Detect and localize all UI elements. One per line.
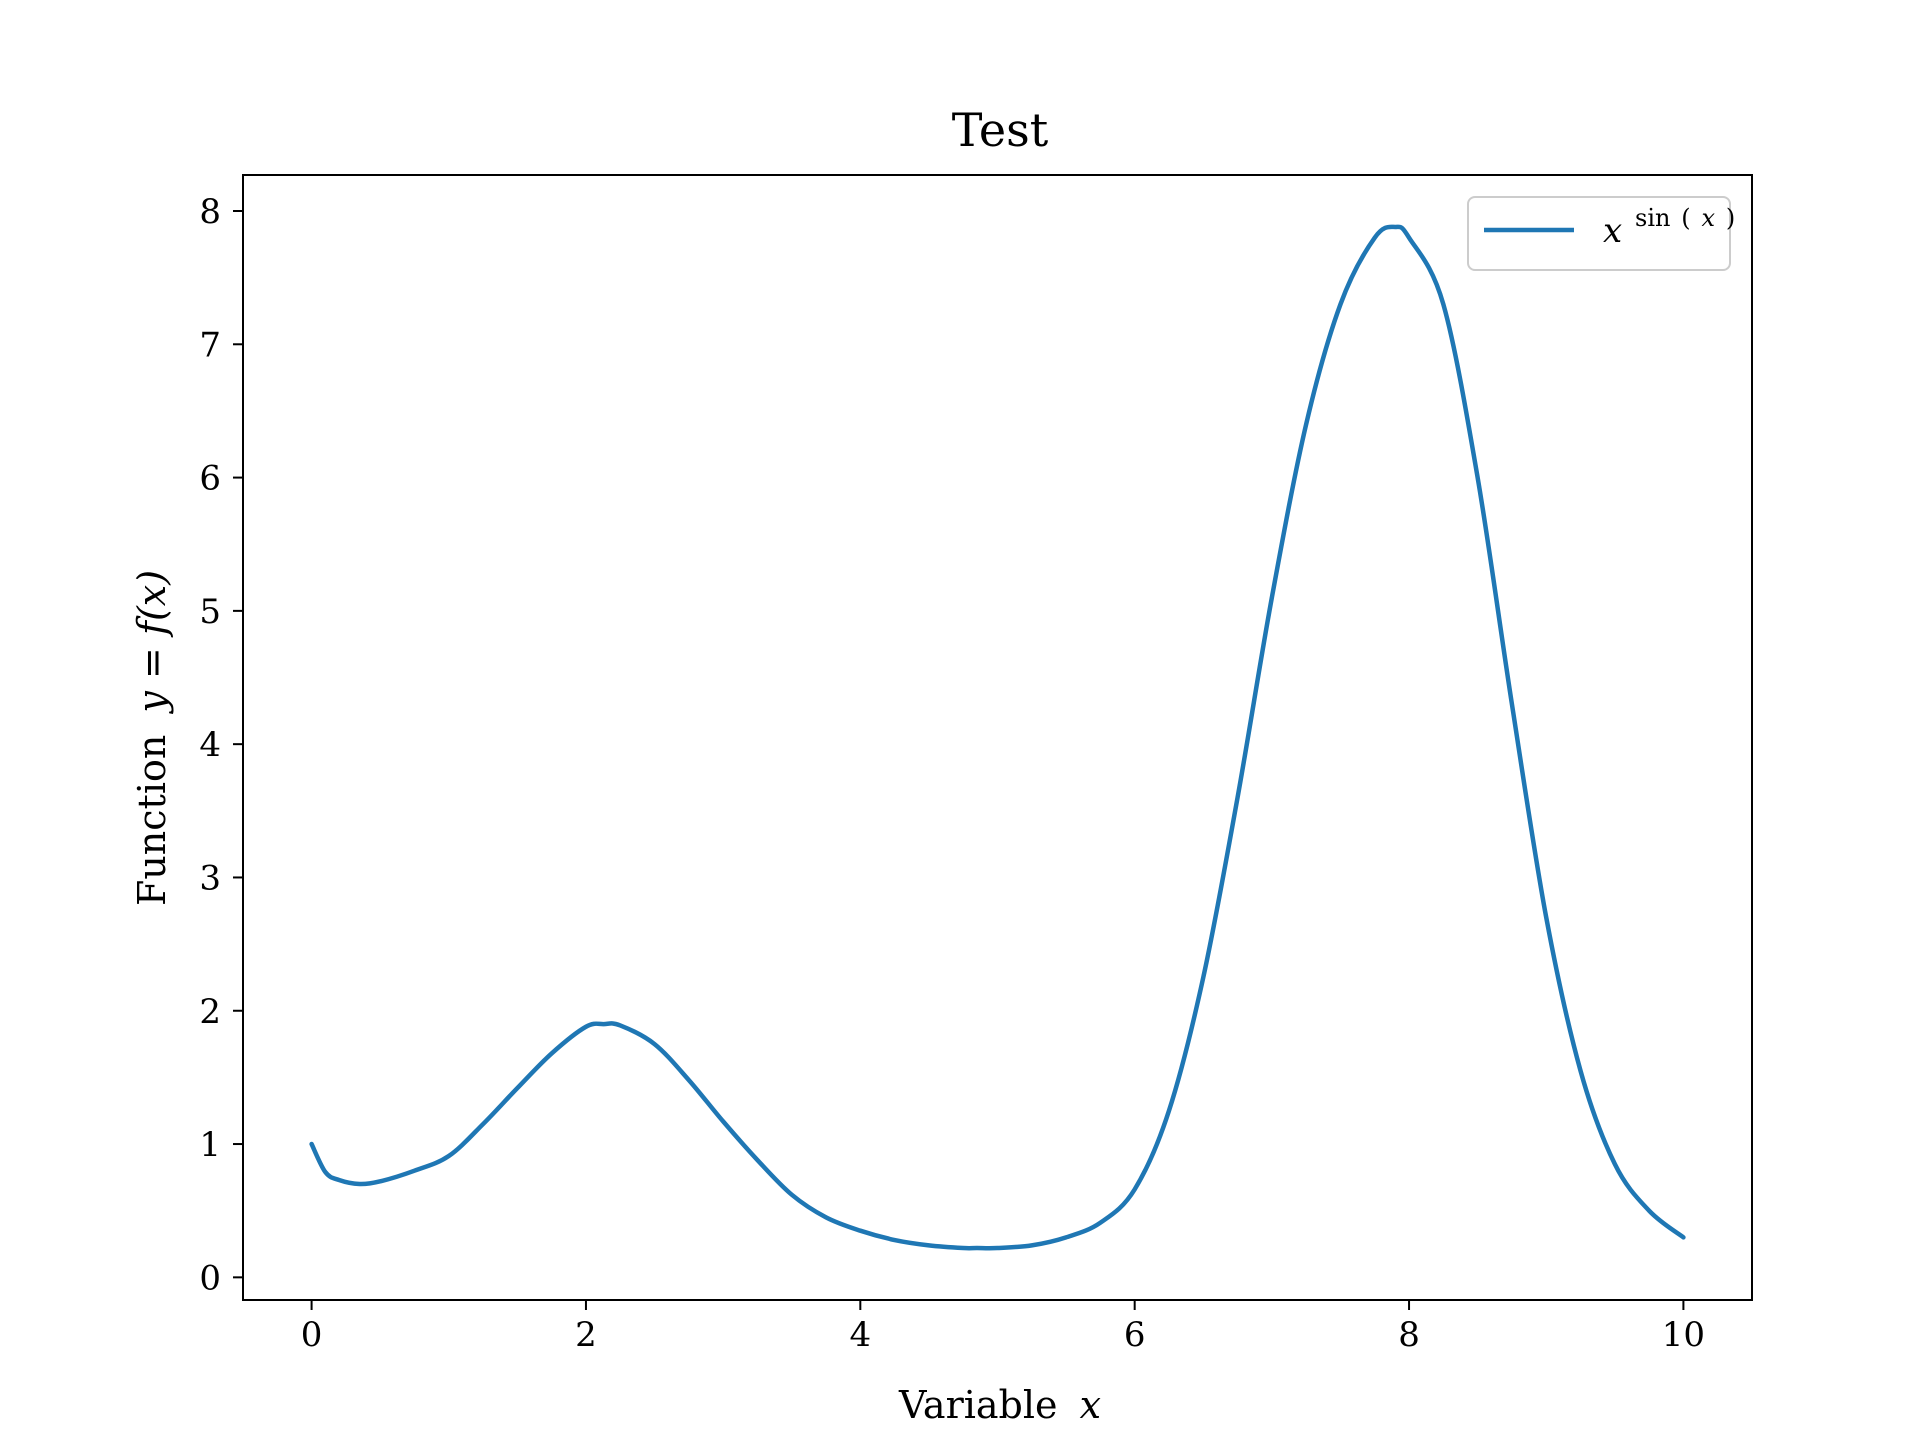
legend-label-exp-arg: x bbox=[1701, 204, 1715, 232]
x-tick-label: 10 bbox=[1662, 1315, 1705, 1355]
y-axis-label: Function y = f(x) bbox=[130, 570, 174, 906]
x-tick-label: 4 bbox=[849, 1315, 871, 1355]
y-axis-label-text: Function bbox=[130, 735, 174, 906]
legend: x sin ( x ) bbox=[1467, 195, 1735, 271]
y-tick-label: 0 bbox=[199, 1258, 221, 1298]
y-axis-label-expr: y = f(x) bbox=[130, 570, 174, 715]
legend-box bbox=[1467, 196, 1731, 271]
plot-frame bbox=[242, 174, 1753, 1301]
legend-label-exp-close: ) bbox=[1726, 204, 1735, 232]
y-tick-label: 1 bbox=[199, 1125, 221, 1165]
x-tick-label: 8 bbox=[1398, 1315, 1420, 1355]
chart-title: Test bbox=[952, 103, 1049, 157]
y-tick-label: 4 bbox=[199, 725, 221, 765]
legend-label-exp-open: ( bbox=[1681, 204, 1690, 232]
x-axis-label: Variable x bbox=[898, 1383, 1101, 1427]
legend-label-base: x bbox=[1603, 211, 1622, 251]
x-axis-label-var: x bbox=[1080, 1383, 1101, 1427]
x-tick-label: 0 bbox=[301, 1315, 323, 1355]
x-tick-label: 6 bbox=[1124, 1315, 1146, 1355]
x-axis-ticks: 0 2 4 6 8 10 bbox=[301, 1300, 1705, 1355]
legend-label: x sin ( x ) bbox=[1603, 195, 1735, 251]
y-tick-label: 6 bbox=[199, 459, 221, 499]
x-axis-label-text: Variable bbox=[898, 1383, 1058, 1427]
legend-label-exp-fn: sin bbox=[1635, 204, 1670, 232]
y-tick-label: 8 bbox=[199, 192, 221, 232]
y-tick-label: 7 bbox=[199, 325, 221, 365]
series-line bbox=[309, 224, 1686, 1251]
x-tick-label: 2 bbox=[575, 1315, 597, 1355]
y-tick-label: 5 bbox=[199, 592, 221, 632]
y-axis-ticks: 0 1 2 3 4 5 6 7 8 bbox=[199, 192, 243, 1298]
y-tick-label: 3 bbox=[199, 858, 221, 898]
y-tick-label: 2 bbox=[199, 992, 221, 1032]
